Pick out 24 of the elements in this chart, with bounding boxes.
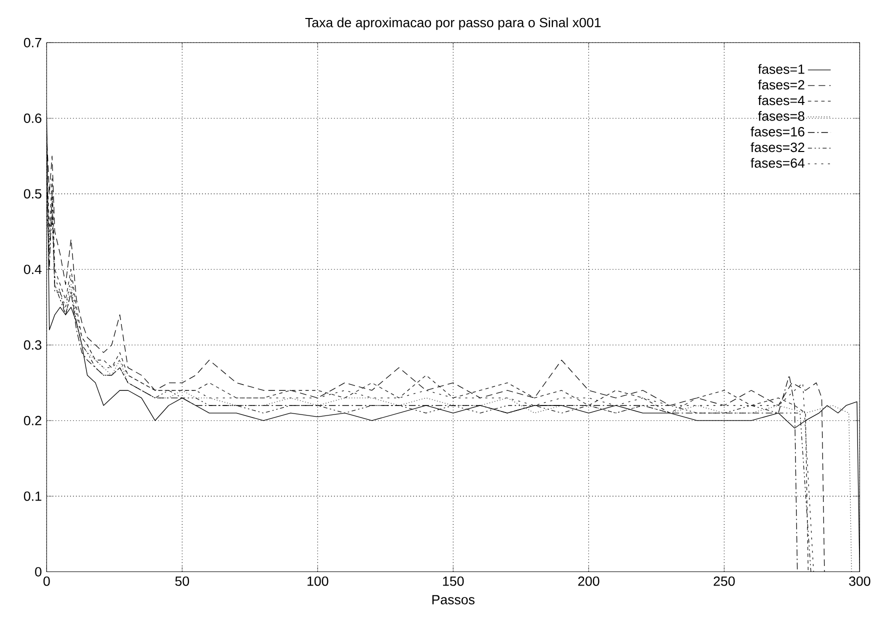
x-tick-label: 150 [443,576,464,586]
y-tick-label: 0.1 [24,491,42,501]
y-tick-label: 0.7 [24,38,42,48]
x-tick-label: 50 [175,576,190,586]
legend-label: fases=1 [758,64,804,74]
legend-label: fases=2 [758,80,804,90]
x-tick-label: 0 [43,576,50,586]
y-tick-label: 0.4 [24,264,42,274]
legend-label: fases=32 [750,142,804,152]
x-tick-label: 250 [714,576,735,586]
chart-title: Taxa de aproximacao por passo para o Sinal x001 [305,17,601,30]
x-tick-label: 300 [849,576,870,586]
y-tick-label: 0.2 [24,416,42,426]
x-tick-label: 200 [578,576,600,586]
y-tick-label: 0.5 [24,188,42,198]
legend-label: fases=4 [758,95,805,105]
legend-label: fases=16 [750,126,804,136]
x-axis-title: Passos [432,594,475,604]
y-tick-label: 0 [35,566,42,576]
x-tick-label: 100 [308,576,328,586]
legend-label: fases=8 [758,110,804,121]
y-tick-label: 0.6 [24,113,42,123]
legend-label: fases=64 [750,158,805,168]
y-tick-label: 0.3 [24,340,42,350]
